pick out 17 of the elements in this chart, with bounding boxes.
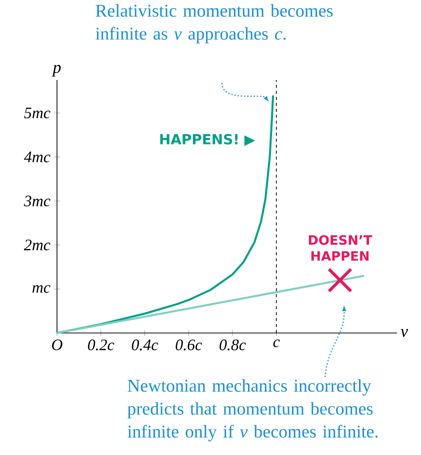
- x-tick-label: 0.4c: [132, 340, 158, 350]
- text: Newtonian mechanics incorrectly predicts that momentum becomes infinite only if v becomes infinite.: [127, 379, 378, 442]
- annotation: HAPPENS! ▶: [160, 134, 256, 146]
- y-tick-label: 5mc: [24, 108, 50, 118]
- x-tick-label: O: [52, 340, 62, 350]
- y-tick-label: 4mc: [24, 152, 50, 162]
- annotation: DOESN’T HAPPEN: [308, 235, 372, 261]
- y-axis-title: p: [52, 64, 61, 76]
- x-tick-label: 0.2c: [88, 340, 114, 350]
- x-tick-label: c: [273, 340, 280, 348]
- x-tick-label: 0.8c: [220, 340, 246, 350]
- x-axis-title: v: [400, 329, 408, 337]
- x-tick-label: 0.6c: [176, 340, 202, 350]
- y-tick-label: 3mc: [24, 196, 50, 206]
- y-tick-label: 2mc: [24, 240, 50, 250]
- text: Relativistic momentum becomes infinite as v approaches c.: [96, 4, 333, 44]
- y-tick-label: mc: [32, 285, 50, 293]
